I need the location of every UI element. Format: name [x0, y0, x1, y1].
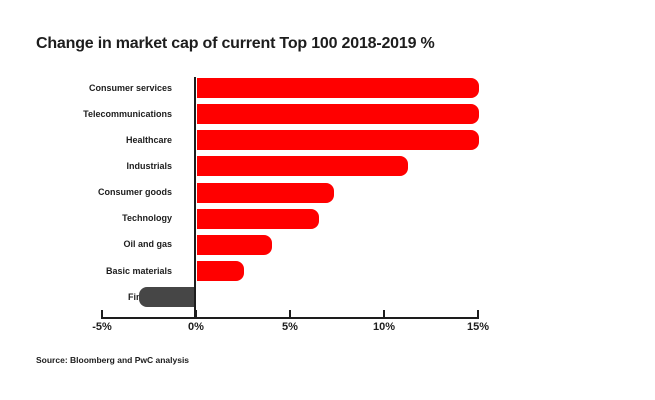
- bar-oil-and-gas: [197, 234, 273, 255]
- x-axis-tick-label: 5%: [282, 321, 298, 333]
- x-axis-tick-0: [195, 310, 197, 318]
- category-label-healthcare: Healthcare: [125, 134, 172, 145]
- x-axis-line: [101, 317, 479, 319]
- category-label-basic-materials: Basic materials: [105, 265, 172, 276]
- category-label-consumer-services: Consumer services: [88, 82, 172, 93]
- chart-title: Change in market cap of current Top 100 …: [36, 35, 435, 52]
- source-note: Source: Bloomberg and PwC analysis: [36, 355, 190, 365]
- category-label-consumer-goods: Consumer goods: [97, 187, 172, 198]
- x-axis-tick-10: [383, 310, 385, 318]
- bar-consumer-services: [197, 78, 479, 98]
- bar-telecommunications: [197, 104, 479, 125]
- x-axis-tick-15: [477, 310, 479, 318]
- x-axis-tick--5: [101, 310, 103, 318]
- x-axis-tick-label: 15%: [466, 321, 490, 333]
- x-axis-tick-label: 10%: [372, 321, 396, 333]
- x-axis-tick-5: [289, 310, 291, 318]
- x-axis-tick-label: 0%: [188, 321, 204, 333]
- bar-basic-materials: [197, 261, 244, 282]
- bar-financials: [138, 287, 195, 308]
- x-axis-tick-label: -5%: [92, 321, 112, 333]
- zero-axis-line: [194, 77, 196, 319]
- bar-consumer-goods: [197, 182, 335, 203]
- bar-industrials: [197, 156, 408, 177]
- bar-technology: [197, 208, 320, 229]
- category-label-industrials: Industrials: [126, 160, 172, 171]
- category-label-oil-and-gas: Oil and gas: [123, 239, 172, 250]
- category-label-telecommunications: Telecommunications: [83, 108, 172, 119]
- category-label-technology: Technology: [122, 213, 172, 224]
- bar-healthcare: [197, 130, 479, 151]
